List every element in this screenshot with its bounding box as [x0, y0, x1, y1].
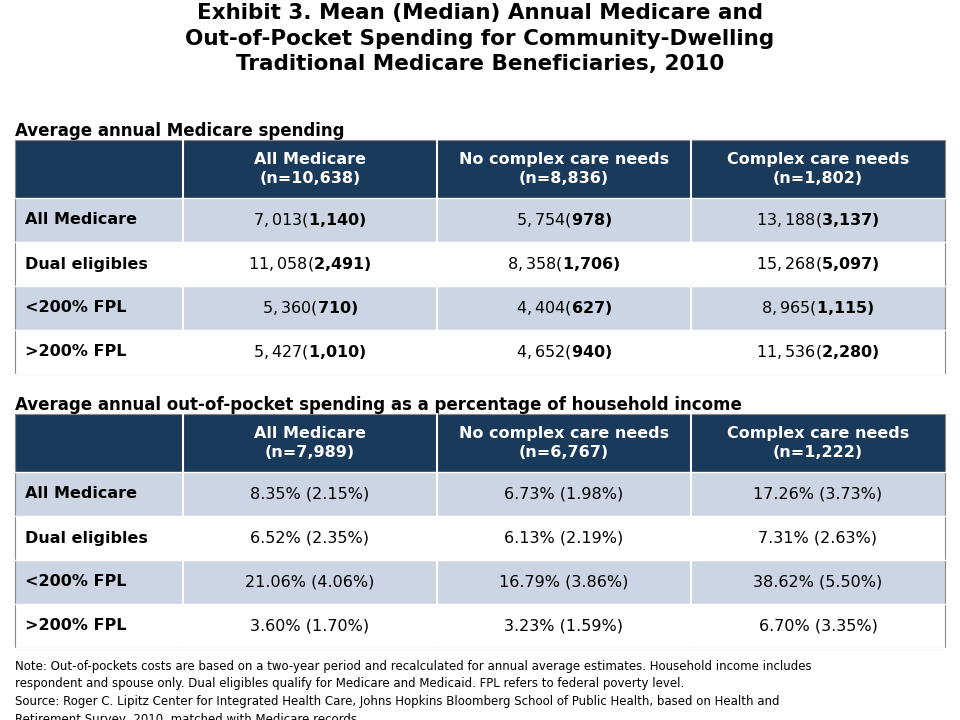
Bar	[183, 604, 437, 648]
Bar	[183, 242, 437, 286]
Bar	[15, 198, 183, 242]
Bar	[183, 286, 437, 330]
Bar	[15, 140, 945, 374]
Bar	[15, 330, 183, 374]
Text: All Medicare: All Medicare	[25, 212, 137, 228]
Bar	[437, 472, 691, 516]
Bar	[15, 472, 183, 516]
Bar	[691, 560, 945, 604]
Bar	[15, 560, 183, 604]
Bar	[691, 198, 945, 242]
Bar	[691, 286, 945, 330]
Text: 6.70% (3.35%): 6.70% (3.35%)	[758, 618, 877, 634]
Text: 6.73% (1.98%): 6.73% (1.98%)	[504, 487, 624, 502]
Bar	[691, 472, 945, 516]
Bar	[183, 560, 437, 604]
Text: $11,058 ($2,491): $11,058 ($2,491)	[248, 255, 372, 273]
Text: 3.60% (1.70%): 3.60% (1.70%)	[251, 618, 370, 634]
Text: >200% FPL: >200% FPL	[25, 344, 127, 359]
Bar	[183, 198, 437, 242]
Bar	[183, 414, 437, 472]
Text: Average annual out-of-pocket spending as a percentage of household income: Average annual out-of-pocket spending as…	[15, 396, 742, 414]
Text: Average annual Medicare spending: Average annual Medicare spending	[15, 122, 345, 140]
Bar	[183, 330, 437, 374]
Bar	[183, 516, 437, 560]
Bar	[15, 604, 183, 648]
Text: Complex care needs
(n=1,222): Complex care needs (n=1,222)	[727, 426, 909, 460]
Bar	[691, 516, 945, 560]
Text: No complex care needs
(n=6,767): No complex care needs (n=6,767)	[459, 426, 669, 460]
Text: 17.26% (3.73%): 17.26% (3.73%)	[754, 487, 882, 502]
Text: <200% FPL: <200% FPL	[25, 300, 127, 315]
Text: $4,404 ($627): $4,404 ($627)	[516, 299, 612, 317]
Text: All Medicare
(n=7,989): All Medicare (n=7,989)	[254, 426, 366, 460]
Text: Note: Out-of-pockets costs are based on a two-year period and recalculated for a: Note: Out-of-pockets costs are based on …	[15, 660, 811, 720]
Text: $7,013 ($1,140): $7,013 ($1,140)	[253, 211, 367, 229]
Text: $5,427 ($1,010): $5,427 ($1,010)	[253, 343, 367, 361]
Text: 38.62% (5.50%): 38.62% (5.50%)	[754, 575, 882, 590]
Text: $5,754 ($978): $5,754 ($978)	[516, 211, 612, 229]
Bar	[15, 414, 183, 472]
Bar	[15, 242, 183, 286]
Bar	[691, 414, 945, 472]
Bar	[183, 472, 437, 516]
Text: 7.31% (2.63%): 7.31% (2.63%)	[758, 531, 877, 546]
Text: $5,360 ($710): $5,360 ($710)	[262, 299, 358, 317]
Bar	[183, 140, 437, 198]
Bar	[691, 604, 945, 648]
Bar	[437, 198, 691, 242]
Bar	[691, 140, 945, 198]
Text: 6.52% (2.35%): 6.52% (2.35%)	[251, 531, 370, 546]
Text: No complex care needs
(n=8,836): No complex care needs (n=8,836)	[459, 152, 669, 186]
Text: Dual eligibles: Dual eligibles	[25, 531, 148, 546]
Bar	[15, 286, 183, 330]
Bar	[437, 286, 691, 330]
Text: 21.06% (4.06%): 21.06% (4.06%)	[246, 575, 374, 590]
Text: $11,536 ($2,280): $11,536 ($2,280)	[756, 343, 880, 361]
Text: $4,652 ($940): $4,652 ($940)	[516, 343, 612, 361]
Text: <200% FPL: <200% FPL	[25, 575, 127, 590]
Bar	[437, 560, 691, 604]
Text: $15,268 ($5,097): $15,268 ($5,097)	[756, 255, 880, 273]
Text: Complex care needs
(n=1,802): Complex care needs (n=1,802)	[727, 152, 909, 186]
Bar	[437, 330, 691, 374]
Text: 6.13% (2.19%): 6.13% (2.19%)	[504, 531, 624, 546]
Text: All Medicare: All Medicare	[25, 487, 137, 502]
Text: 16.79% (3.86%): 16.79% (3.86%)	[499, 575, 629, 590]
Text: $13,188 ($3,137): $13,188 ($3,137)	[756, 211, 880, 229]
Bar	[437, 140, 691, 198]
Bar	[15, 414, 945, 648]
Text: Exhibit 3. Mean (Median) Annual Medicare and
Out-of-Pocket Spending for Communit: Exhibit 3. Mean (Median) Annual Medicare…	[185, 3, 775, 74]
Bar	[437, 242, 691, 286]
Bar	[437, 604, 691, 648]
Bar	[437, 516, 691, 560]
Text: $8,965 ($1,115): $8,965 ($1,115)	[761, 299, 875, 317]
Text: 8.35% (2.15%): 8.35% (2.15%)	[251, 487, 370, 502]
Bar	[437, 414, 691, 472]
Bar	[691, 242, 945, 286]
Text: >200% FPL: >200% FPL	[25, 618, 127, 634]
Text: $8,358 ($1,706): $8,358 ($1,706)	[507, 255, 621, 273]
Bar	[15, 516, 183, 560]
Bar	[15, 140, 183, 198]
Bar	[691, 330, 945, 374]
Text: All Medicare
(n=10,638): All Medicare (n=10,638)	[254, 152, 366, 186]
Text: 3.23% (1.59%): 3.23% (1.59%)	[505, 618, 623, 634]
Text: Dual eligibles: Dual eligibles	[25, 256, 148, 271]
